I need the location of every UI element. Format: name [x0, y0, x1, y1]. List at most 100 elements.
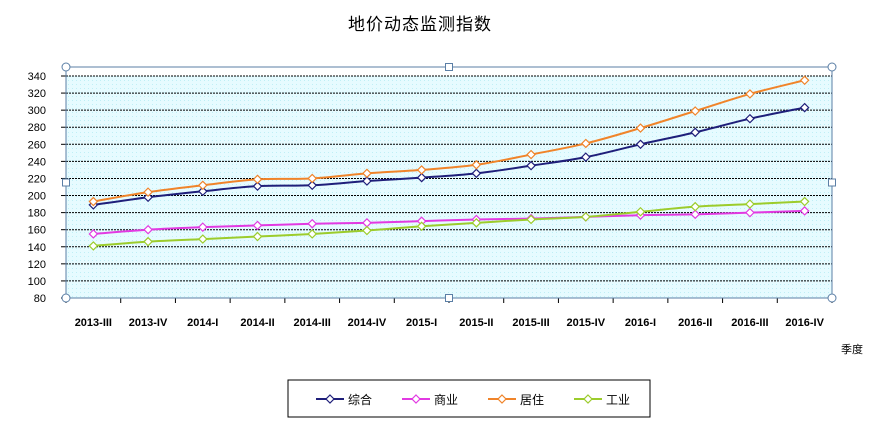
resize-handle[interactable] [445, 63, 453, 71]
legend-marker [325, 394, 335, 404]
resize-handle[interactable] [827, 62, 837, 72]
x-tick-label: 2015-IV [567, 317, 606, 329]
data-point [252, 220, 263, 231]
data-point [580, 152, 591, 162]
data-point [416, 172, 427, 183]
data-point [416, 165, 427, 175]
data-point [307, 180, 318, 191]
resize-handle[interactable] [62, 178, 70, 187]
x-tick-label: 2014-IV [348, 317, 387, 329]
data-point [88, 241, 99, 251]
data-point [197, 222, 208, 232]
data-point [307, 229, 318, 239]
data-point [88, 196, 99, 207]
resize-handle[interactable] [828, 178, 836, 187]
y-axis-ticks: 80 100 120 140 160 180 200 220 240 260 280 300 320 34… [28, 71, 67, 305]
data-point [690, 201, 701, 212]
y-tick-label: 180 [28, 208, 46, 220]
legend-item: 工业 [574, 393, 630, 407]
y-tick-label: 260 [28, 139, 46, 151]
legend-label: 综合 [348, 392, 372, 407]
y-tick-label: 240 [28, 156, 46, 168]
legend-item: 居住 [488, 393, 544, 407]
data-point [307, 173, 318, 184]
y-tick-label: 220 [28, 173, 46, 185]
data-point [143, 236, 153, 247]
data-point [252, 231, 263, 242]
data-point [635, 139, 646, 150]
y-tick-label: 120 [28, 259, 46, 271]
data-point [252, 174, 263, 185]
data-point [143, 192, 153, 203]
chart-title: 地价动态监测指数 [348, 15, 492, 35]
legend-marker [497, 394, 507, 404]
series-3 [88, 75, 810, 207]
resize-handle[interactable] [61, 62, 71, 72]
x-tick-label: 2016-III [731, 317, 768, 329]
data-point [471, 168, 482, 179]
data-point [197, 180, 208, 191]
x-axis-label: 季度 [841, 342, 863, 356]
data-point [745, 113, 755, 124]
legend-marker [583, 394, 593, 404]
x-tick-label: 2013-III [75, 317, 112, 329]
data-point [580, 138, 591, 149]
data-point [799, 102, 810, 113]
data-point [526, 149, 536, 160]
data-point [252, 181, 263, 191]
data-point [362, 176, 372, 186]
data-point [416, 221, 427, 232]
resize-handle[interactable] [61, 293, 71, 303]
x-tick-label: 2014-III [294, 317, 331, 329]
data-point [197, 234, 208, 244]
x-tick-label: 2013-IV [129, 317, 168, 329]
data-point [745, 207, 755, 218]
legend-item: 商业 [402, 392, 458, 407]
legend: 综合 商业 居住 工业 [287, 379, 651, 418]
selection-handles [61, 62, 837, 303]
data-point [690, 106, 701, 116]
legend-label: 商业 [434, 392, 458, 407]
data-point [690, 127, 701, 138]
y-tick-label: 300 [28, 105, 46, 117]
data-point [197, 186, 208, 197]
data-point [526, 214, 536, 225]
data-point [88, 229, 99, 239]
y-tick-label: 100 [28, 276, 46, 288]
x-tick-label: 2015-II [459, 317, 493, 329]
series-layer [88, 75, 810, 251]
resize-handle[interactable] [445, 294, 453, 302]
x-tick-label: 2015-I [406, 317, 437, 329]
x-tick-label: 2015-III [512, 317, 549, 329]
data-point [635, 206, 646, 217]
data-point [799, 75, 810, 86]
x-tick-label: 2016-II [678, 317, 712, 329]
series-4 [88, 196, 810, 251]
legend-item: 综合 [316, 392, 372, 407]
data-point [635, 123, 646, 133]
y-tick-label: 280 [28, 122, 46, 134]
data-point [526, 160, 536, 171]
data-point [143, 187, 153, 197]
data-point [362, 168, 372, 179]
data-point [580, 212, 591, 222]
data-point [799, 196, 810, 207]
x-axis-ticks: 2013-III 2013-IV 2014-I 2014-II 2014-III 2014… [65, 298, 833, 329]
data-point [362, 225, 372, 236]
data-point [471, 218, 482, 228]
legend-marker [411, 394, 421, 404]
data-point [307, 218, 318, 229]
series-2 [88, 206, 810, 239]
y-tick-label: 200 [28, 191, 46, 203]
x-tick-label: 2016-IV [785, 317, 824, 329]
y-tick-label: 80 [34, 293, 46, 305]
series-1 [88, 102, 810, 210]
x-tick-label: 2016-I [625, 317, 656, 329]
y-tick-label: 320 [28, 88, 46, 100]
resize-handle[interactable] [827, 293, 837, 303]
x-tick-label: 2014-II [240, 317, 274, 329]
data-point [745, 89, 755, 99]
y-tick-label: 140 [28, 242, 46, 254]
x-tick-label: 2014-I [187, 317, 218, 329]
